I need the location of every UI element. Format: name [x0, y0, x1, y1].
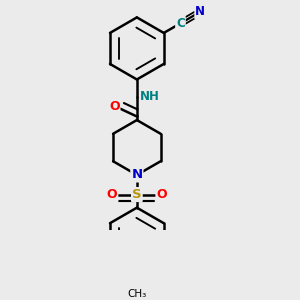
Text: O: O [156, 188, 167, 201]
Text: S: S [132, 188, 142, 201]
Text: O: O [109, 100, 119, 113]
Text: N: N [131, 169, 142, 182]
Text: N: N [195, 5, 205, 18]
Text: O: O [107, 188, 117, 201]
Text: C: C [176, 17, 185, 30]
Text: CH₃: CH₃ [127, 289, 146, 299]
Text: NH: NH [140, 90, 160, 103]
